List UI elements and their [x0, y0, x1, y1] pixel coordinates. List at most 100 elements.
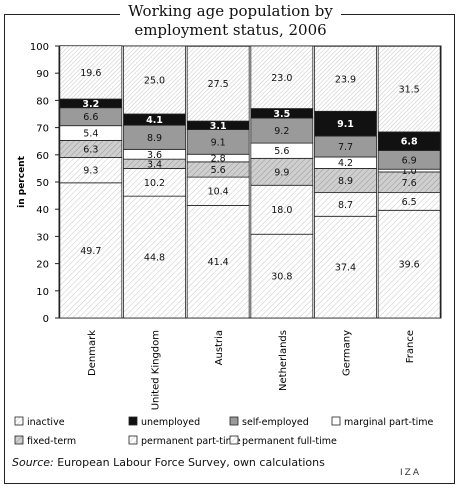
- data-label: 9.1: [211, 137, 226, 148]
- data-label: 9.3: [83, 166, 98, 177]
- legend-swatch: [14, 435, 24, 445]
- data-label: 9.2: [274, 126, 289, 137]
- bar-segment: [186, 176, 250, 206]
- y-tick-label: 70: [36, 124, 49, 135]
- data-label: 4.1: [146, 115, 163, 126]
- data-label: 3.2: [82, 99, 99, 110]
- data-label: 6.9: [402, 155, 417, 166]
- legend-swatch: [14, 416, 24, 426]
- iza-logo: IZA: [400, 468, 421, 478]
- data-label: 23.0: [271, 73, 292, 84]
- y-axis-label: in percent: [17, 155, 27, 207]
- data-label: 5.4: [83, 129, 98, 140]
- category-label: France: [405, 330, 416, 363]
- bar-segment: [250, 157, 314, 186]
- chart-title: Working age population by employment stat…: [0, 2, 461, 40]
- data-label: 41.4: [208, 257, 229, 268]
- data-label: 6.5: [402, 197, 417, 208]
- legend-label: unemployed: [141, 417, 200, 428]
- data-label: 30.8: [271, 272, 292, 283]
- category-label: Austria: [214, 330, 225, 365]
- bar-segment: [250, 117, 314, 144]
- bar-segment: [250, 184, 314, 235]
- legend-label: inactive: [27, 417, 65, 428]
- bar-segment: [250, 233, 314, 319]
- legend-swatch: [128, 416, 138, 426]
- data-label: 3.4: [147, 159, 162, 170]
- bar-segment: [123, 167, 186, 197]
- category-label: Netherlands: [278, 330, 289, 391]
- legend-label: self-employed: [242, 417, 309, 428]
- bar-segment: [59, 182, 123, 319]
- bar-segment: [59, 45, 123, 100]
- data-label: 8.9: [147, 133, 162, 144]
- data-label: 3.5: [273, 109, 290, 120]
- bar-segment: [250, 45, 314, 109]
- legend-swatch: [229, 435, 239, 445]
- y-tick-label: 10: [36, 287, 49, 298]
- y-tick-label: 20: [36, 260, 49, 271]
- data-label: 8.7: [338, 200, 353, 211]
- data-label: 6.8: [401, 137, 418, 148]
- legend-swatch: [128, 435, 138, 445]
- data-label: 3.1: [210, 121, 227, 132]
- bar-segment: [314, 167, 377, 194]
- bar-segment: [123, 124, 186, 150]
- legend-label: marginal part-time: [344, 417, 434, 428]
- legend-label: fixed-term: [27, 436, 76, 447]
- title-line-1: Working age population by: [128, 2, 333, 21]
- data-label: 8.9: [338, 176, 353, 187]
- bar-segment: [314, 45, 377, 112]
- data-label: 5.6: [211, 165, 226, 176]
- data-label: 4.2: [338, 158, 353, 169]
- bar-segment: [314, 110, 377, 137]
- data-label: 27.5: [208, 79, 229, 90]
- category-label: United Kingdom: [151, 330, 162, 410]
- bar-segment: [59, 157, 123, 184]
- data-label: 2.8: [211, 154, 226, 165]
- data-label: 18.0: [271, 205, 292, 216]
- bar-segment: [123, 45, 186, 115]
- data-label: 9.9: [274, 167, 289, 178]
- data-label: 44.8: [144, 253, 165, 264]
- y-tick-label: 100: [30, 42, 49, 53]
- y-tick-label: 30: [36, 232, 49, 243]
- y-tick-label: 80: [36, 96, 49, 107]
- data-label: 10.4: [208, 187, 229, 198]
- data-label: 1.0: [402, 166, 417, 177]
- source-text: European Labour Force Survey, own calcul…: [53, 456, 325, 469]
- title-line-2: employment status, 2006: [128, 21, 333, 40]
- data-label: 25.0: [144, 76, 165, 87]
- legend-swatch: [229, 416, 239, 426]
- data-label: 7.7: [338, 142, 353, 153]
- data-label: 6.6: [83, 112, 98, 123]
- y-tick-label: 50: [36, 178, 49, 189]
- category-label: Germany: [342, 330, 353, 376]
- data-label: 49.7: [80, 246, 101, 257]
- data-label: 9.1: [337, 119, 354, 130]
- bar-segment: [186, 45, 250, 122]
- bar-segment: [123, 195, 186, 319]
- bar-segment: [377, 209, 441, 319]
- data-label: 31.5: [399, 85, 420, 96]
- category-label: Denmark: [87, 330, 98, 376]
- bar-segment: [186, 204, 250, 319]
- data-label: 19.6: [80, 68, 101, 79]
- data-label: 39.6: [399, 260, 420, 271]
- bar-segment: [186, 129, 250, 155]
- y-tick-label: 0: [43, 314, 49, 325]
- source-note: Source: European Labour Force Survey, ow…: [12, 456, 325, 469]
- data-label: 10.2: [144, 178, 165, 189]
- legend-label: permanent full-time: [242, 436, 337, 447]
- y-tick-label: 90: [36, 69, 49, 80]
- legend-label: permanent part-time: [141, 436, 241, 447]
- data-label: 3.6: [147, 150, 162, 161]
- source-label: Source:: [12, 456, 54, 469]
- y-tick-label: 40: [36, 205, 49, 216]
- y-tick-label: 60: [36, 151, 49, 162]
- data-label: 5.6: [274, 146, 289, 157]
- data-label: 7.6: [402, 178, 417, 189]
- data-label: 23.9: [335, 74, 356, 85]
- bar-segment: [377, 45, 441, 133]
